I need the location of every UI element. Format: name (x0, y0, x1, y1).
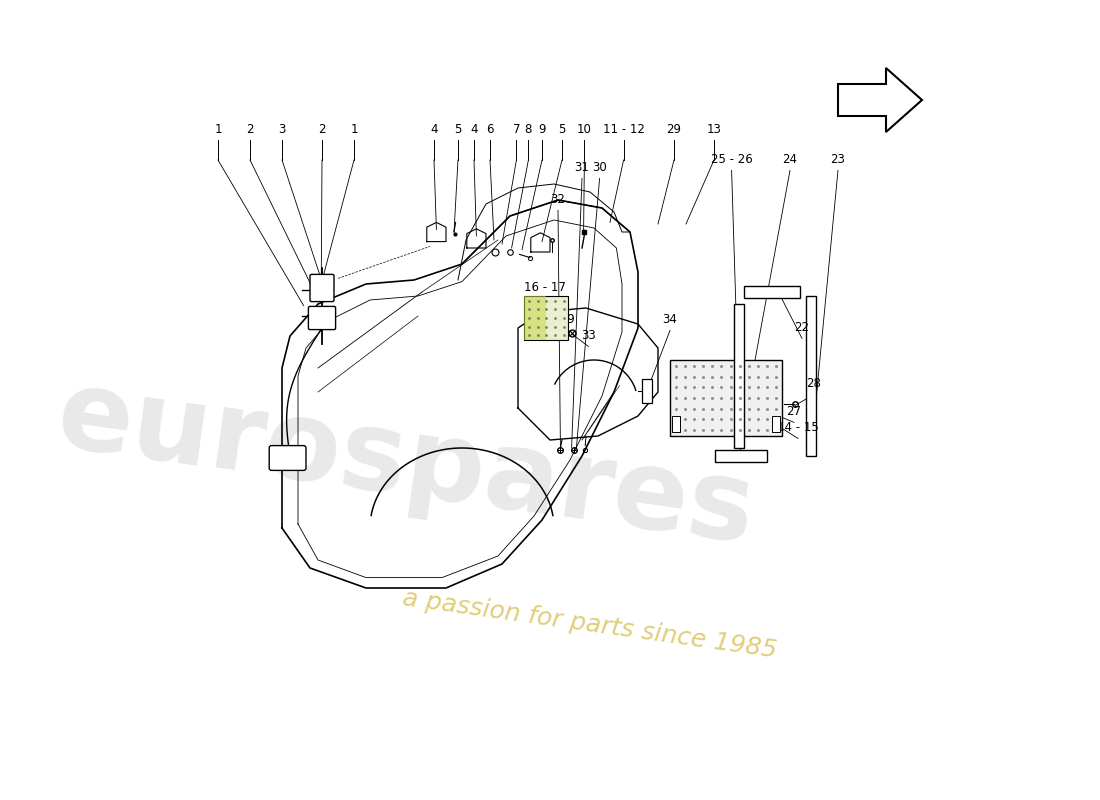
Bar (525, 296, 547, 340)
FancyBboxPatch shape (310, 274, 334, 302)
Text: 31: 31 (574, 162, 590, 174)
FancyBboxPatch shape (642, 379, 651, 403)
Text: 28: 28 (806, 378, 822, 390)
Text: 10: 10 (578, 123, 592, 136)
Text: 25 - 26: 25 - 26 (711, 154, 752, 166)
Text: 5: 5 (559, 123, 565, 136)
Text: 6: 6 (486, 123, 494, 136)
FancyBboxPatch shape (270, 446, 306, 470)
Text: 29: 29 (667, 123, 682, 136)
Bar (744, 286, 800, 298)
Text: 27: 27 (786, 406, 802, 418)
Text: eurospares: eurospares (51, 362, 761, 566)
Bar (670, 360, 782, 436)
Text: 22: 22 (794, 322, 810, 334)
Text: 33: 33 (581, 330, 596, 342)
Text: 34: 34 (662, 314, 678, 326)
Text: a passion for parts since 1985: a passion for parts since 1985 (402, 586, 779, 662)
Text: 32: 32 (551, 194, 565, 206)
Bar (525, 296, 569, 340)
Text: 13: 13 (706, 123, 722, 136)
Bar (771, 416, 780, 432)
Text: 16 - 17: 16 - 17 (525, 282, 566, 294)
Text: 1: 1 (350, 123, 358, 136)
FancyBboxPatch shape (308, 306, 336, 330)
Text: 5: 5 (454, 123, 462, 136)
Bar (715, 450, 767, 462)
Text: 7: 7 (513, 123, 520, 136)
Polygon shape (838, 68, 922, 132)
Text: 14 - 15: 14 - 15 (777, 422, 818, 434)
Bar (806, 296, 815, 456)
Bar (672, 416, 681, 432)
Text: 2: 2 (246, 123, 254, 136)
Text: 1: 1 (214, 123, 222, 136)
Text: 8: 8 (525, 123, 532, 136)
Text: 4: 4 (430, 123, 438, 136)
Text: 9: 9 (538, 123, 546, 136)
Text: 4: 4 (471, 123, 477, 136)
Bar (734, 304, 744, 448)
Text: 18 - 19: 18 - 19 (534, 314, 575, 326)
Text: 2: 2 (318, 123, 326, 136)
Text: 23: 23 (830, 154, 846, 166)
Text: 3: 3 (278, 123, 286, 136)
Text: 30: 30 (592, 162, 607, 174)
Text: 11 - 12: 11 - 12 (603, 123, 645, 136)
Text: 24: 24 (782, 154, 797, 166)
